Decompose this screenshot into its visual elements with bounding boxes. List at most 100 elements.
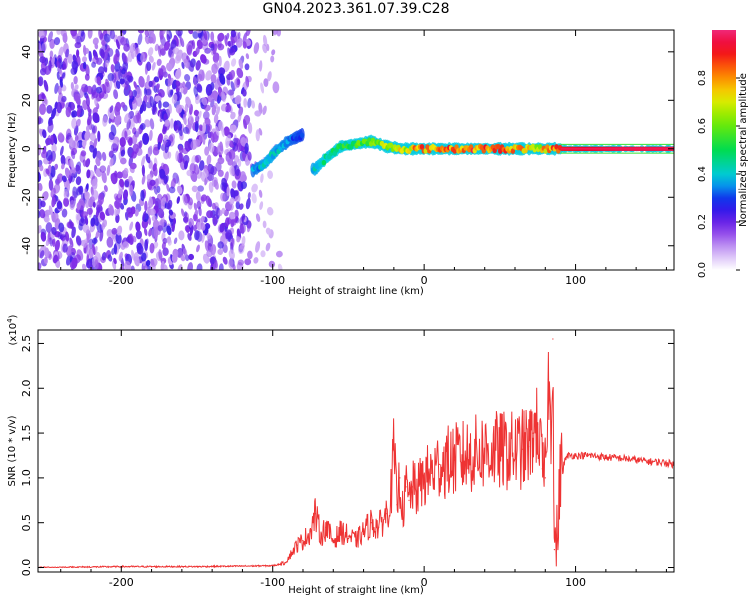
noise-blob <box>38 182 43 192</box>
noise-blob <box>92 112 100 124</box>
noise-blob <box>162 101 170 108</box>
noise-blob <box>276 250 283 258</box>
noise-blob <box>263 78 269 87</box>
noise-blob <box>129 221 134 231</box>
colorbar-label: Normalized spectral amplitude <box>738 73 749 227</box>
x-tick-label: 100 <box>565 274 586 287</box>
noise-blob <box>38 144 42 156</box>
noise-blob <box>96 57 103 65</box>
noise-blob <box>242 41 247 49</box>
noise-blob <box>120 149 126 157</box>
noise-blob <box>238 203 244 210</box>
noise-blob <box>210 244 217 256</box>
noise-blob <box>179 37 185 48</box>
noise-blob <box>244 258 252 266</box>
y-tick-label: 20 <box>20 93 33 107</box>
noise-blob <box>39 103 46 115</box>
noise-blob <box>228 249 235 260</box>
x-axis-label: Height of straight line (km) <box>288 286 424 297</box>
noise-blob <box>180 254 186 262</box>
noise-blob <box>111 143 119 153</box>
noise-blob <box>220 192 226 202</box>
snr-data-point <box>284 562 286 564</box>
y-multiplier: (x104) <box>6 314 19 345</box>
snr-data-point <box>390 495 392 497</box>
noise-blob <box>246 30 251 37</box>
snr-data-point <box>405 486 407 488</box>
noise-blob <box>211 202 216 210</box>
noise-blob <box>50 187 56 198</box>
noise-blob <box>262 220 267 229</box>
noise-blob <box>167 239 172 246</box>
snr-data-point <box>469 454 471 457</box>
noise-blob <box>118 251 123 262</box>
noise-blob <box>103 33 111 43</box>
noise-blob <box>152 106 158 115</box>
noise-blob <box>238 59 244 69</box>
noise-blob <box>220 91 226 103</box>
noise-blob <box>231 180 237 189</box>
noise-blob <box>141 264 149 270</box>
noise-blob <box>70 30 77 37</box>
noise-blob <box>203 168 209 178</box>
noise-blob <box>71 117 78 129</box>
noise-blob <box>243 118 247 130</box>
noise-blob <box>62 243 68 253</box>
noise-blob <box>87 114 92 126</box>
noise-blob <box>196 263 203 270</box>
noise-blob <box>203 30 208 41</box>
noise-blob <box>222 256 228 265</box>
noise-blob <box>38 198 43 210</box>
noise-blob <box>195 46 200 56</box>
noise-blob <box>202 111 210 120</box>
noise-blob <box>75 213 80 225</box>
noise-blob <box>175 104 183 114</box>
noise-blob <box>193 109 200 116</box>
noise-blob <box>135 221 141 232</box>
noise-blob <box>166 83 171 95</box>
noise-blob <box>169 118 174 129</box>
noise-blob <box>94 259 99 270</box>
noise-blob <box>178 145 184 154</box>
noise-blob <box>76 202 81 210</box>
noise-blob <box>105 78 110 88</box>
noise-blob <box>122 189 129 201</box>
noise-blob <box>128 98 133 111</box>
noise-blob <box>260 82 265 94</box>
noise-blob <box>115 213 120 224</box>
noise-blob <box>161 241 166 250</box>
noise-blob <box>116 225 123 236</box>
noise-blob <box>153 185 158 195</box>
noise-blob <box>175 68 182 80</box>
noise-blob <box>76 106 81 117</box>
noise-blob <box>64 167 71 179</box>
noise-blob <box>96 76 102 86</box>
noise-blob <box>176 185 183 195</box>
ridge-core <box>321 159 327 166</box>
noise-blob <box>152 146 160 156</box>
noise-blob <box>168 186 176 194</box>
noise-blob <box>124 130 128 141</box>
noise-blob <box>198 133 203 143</box>
noise-blob <box>95 86 103 94</box>
noise-blob <box>148 80 153 88</box>
noise-blob <box>173 237 178 245</box>
noise-blob <box>109 30 116 40</box>
noise-blob <box>143 227 148 236</box>
noise-blob <box>172 47 180 55</box>
noise-blob <box>237 31 241 39</box>
noise-blob <box>95 206 101 218</box>
noise-blob <box>56 176 61 186</box>
noise-blob <box>205 195 212 207</box>
noise-blob <box>205 70 213 81</box>
snr-data-point <box>537 423 539 425</box>
noise-blob <box>82 263 87 270</box>
noise-blob <box>195 60 201 71</box>
noise-blob <box>146 74 150 84</box>
noise-blob <box>142 210 147 222</box>
snr-data-point <box>411 486 413 488</box>
noise-blob <box>196 200 202 210</box>
noise-blob <box>157 208 165 219</box>
noise-blob <box>69 219 74 230</box>
x-tick-label: 0 <box>421 274 428 287</box>
